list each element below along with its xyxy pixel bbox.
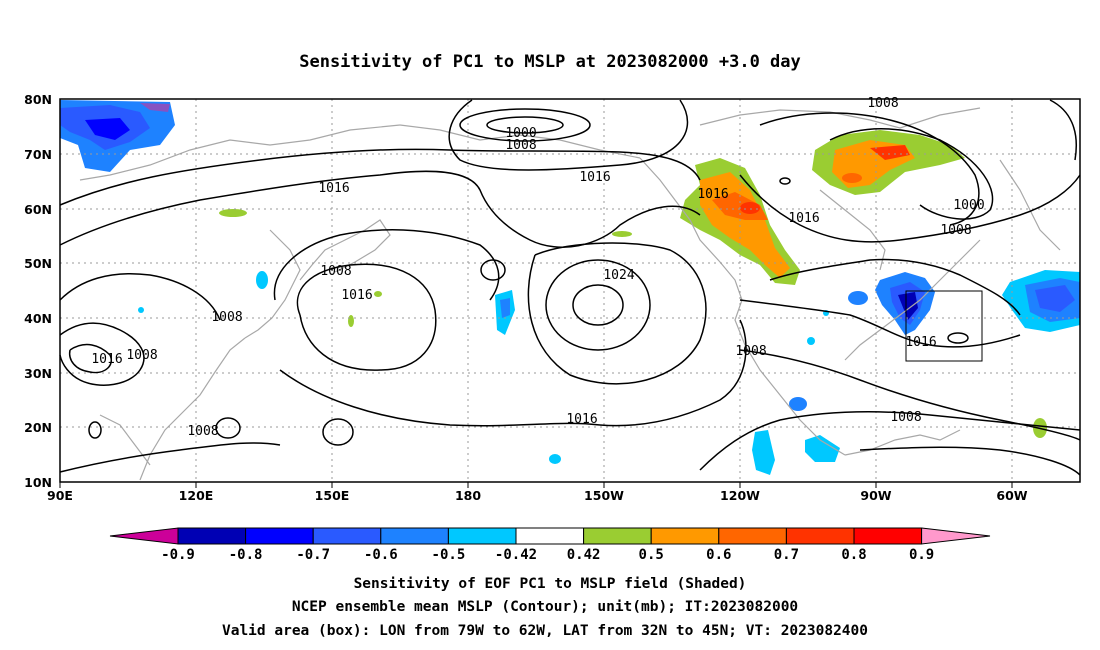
lat-label: 30N <box>24 366 52 381</box>
lat-label: 60N <box>24 202 52 217</box>
contour-label: 1016 <box>341 288 372 303</box>
lon-label: 150W <box>584 488 624 503</box>
valid-area-box <box>905 290 983 362</box>
colorbar-segment <box>177 527 247 545</box>
contour-label: 1008 <box>126 348 157 363</box>
contour-label: 1000 <box>953 198 984 213</box>
caption: Sensitivity of EOF PC1 to MSLP field (Sh… <box>222 576 868 639</box>
colorbar-segment <box>312 527 382 545</box>
longitude-labels: 90E 120E 150E 180 150W 120W 90W 60W <box>47 488 1028 503</box>
lon-label: 90W <box>860 488 891 503</box>
colorbar-end-low <box>109 527 179 545</box>
contour-label: 1008 <box>940 223 971 238</box>
sensitivity-shading <box>60 100 1080 475</box>
contour-label: 1016 <box>566 412 597 427</box>
lon-label: 90E <box>47 488 73 503</box>
lat-label: 20N <box>24 420 52 435</box>
contour-label: 1008 <box>211 310 242 325</box>
gridlines <box>60 99 1080 482</box>
colorbar-segment <box>853 527 923 545</box>
contour-label: 1016 <box>579 170 610 185</box>
colorbar-label: -0.9 <box>161 547 195 563</box>
contour-label: 1024 <box>603 268 634 283</box>
map-panel: 1000 1008 1016 1016 1008 1016 1008 1016 … <box>59 96 1081 483</box>
colorbar-label: -0.5 <box>432 547 466 563</box>
contour-label: 1008 <box>320 264 351 279</box>
colorbar-label: 0.6 <box>706 547 731 563</box>
lon-label: 120W <box>720 488 760 503</box>
caption-line-2: NCEP ensemble mean MSLP (Contour); unit(… <box>292 599 798 615</box>
colorbar-label: 0.7 <box>774 547 799 563</box>
caption-line-3: Valid area (box): LON from 79W to 62W, L… <box>222 623 868 639</box>
colorbar-segment <box>583 527 652 545</box>
lat-label: 40N <box>24 311 52 326</box>
colorbar-segment <box>245 527 314 545</box>
axis-ticks <box>59 482 1013 488</box>
contour-label: 1016 <box>905 335 936 350</box>
colorbar-label: 0.8 <box>841 547 866 563</box>
colorbar-label: -0.6 <box>364 547 398 563</box>
mslp-contours <box>59 99 1081 476</box>
contour-label: 1016 <box>91 352 122 367</box>
lat-label: 80N <box>24 92 52 107</box>
contour-label: 1008 <box>890 410 921 425</box>
contour-label: 1008 <box>735 344 766 359</box>
colorbar-label: -0.8 <box>229 547 263 563</box>
colorbar-label: 0.9 <box>909 547 934 563</box>
colorbar-segment <box>515 527 585 545</box>
lon-label: 180 <box>455 488 481 503</box>
lat-label: 70N <box>24 147 52 162</box>
contour-label: 1016 <box>697 187 728 202</box>
contour-label: 1016 <box>318 181 349 196</box>
colorbar-segment <box>785 527 855 545</box>
lon-label: 60W <box>996 488 1027 503</box>
latitude-labels: 80N 70N 60N 50N 40N 30N 20N 10N <box>24 92 52 490</box>
map-frame <box>59 98 1081 483</box>
colorbar-segment <box>718 527 787 545</box>
colorbar-label: 0.42 <box>567 547 601 563</box>
colorbar-end-high <box>921 527 991 545</box>
colorbar-segment <box>447 527 517 545</box>
colorbar-segment <box>650 527 720 545</box>
lon-label: 150E <box>315 488 350 503</box>
lon-label: 120E <box>179 488 214 503</box>
contour-label: 1000 <box>505 126 536 141</box>
colorbar-label: -0.42 <box>495 547 537 563</box>
colorbar-label: -0.7 <box>296 547 330 563</box>
colorbar-segment <box>380 527 449 545</box>
contour-label: 1016 <box>788 211 819 226</box>
colorbar: -0.9 -0.8 -0.7 -0.6 -0.5 -0.42 0.42 0.5 … <box>109 527 991 563</box>
lat-label: 50N <box>24 256 52 271</box>
contour-label: 1008 <box>505 138 536 153</box>
figure-title: Sensitivity of PC1 to MSLP at 2023082000… <box>299 52 801 72</box>
caption-line-1: Sensitivity of EOF PC1 to MSLP field (Sh… <box>354 576 747 592</box>
lat-label: 10N <box>24 475 52 490</box>
contour-label: 1008 <box>187 424 218 439</box>
colorbar-label: 0.5 <box>639 547 664 563</box>
